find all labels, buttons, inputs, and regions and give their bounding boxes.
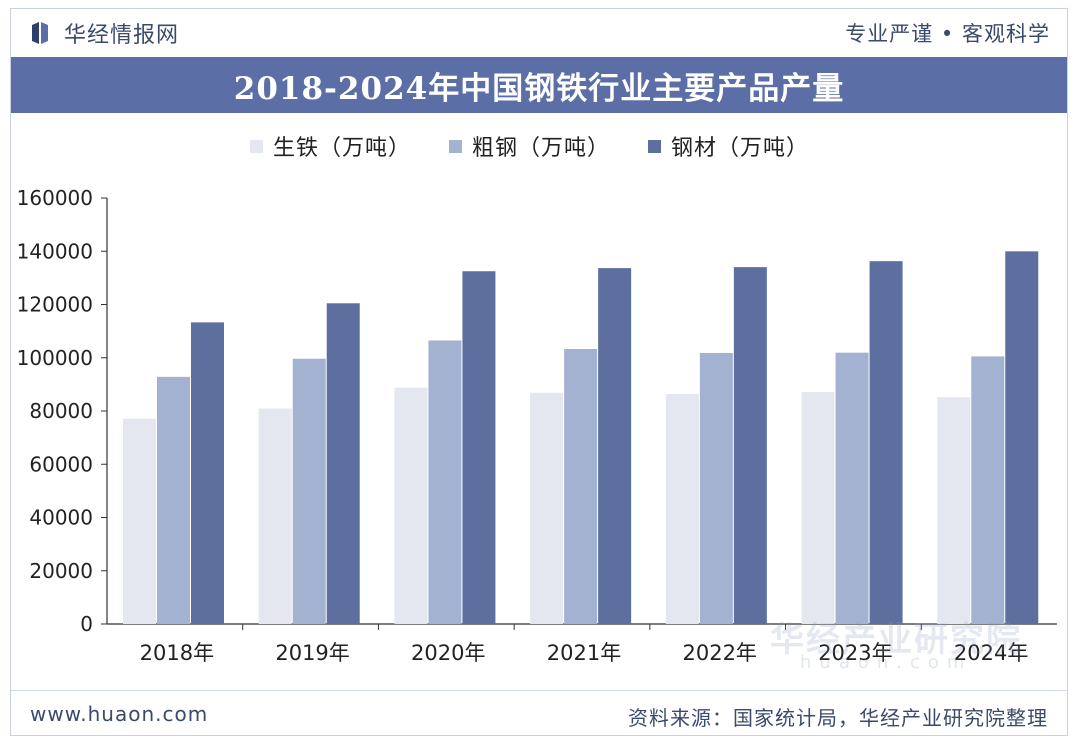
x-tick-label: 2022年 (682, 641, 756, 665)
bar-pig-iron (665, 394, 699, 624)
bar-crude-steel (835, 352, 869, 624)
y-tick-label: 160000 (17, 186, 93, 210)
footer-url: www.huaon.com (30, 702, 209, 726)
x-tick-label: 2023年 (818, 641, 892, 665)
title-band: 2018-2024年中国钢铁行业主要产品产量 (11, 57, 1067, 113)
x-tick-label: 2021年 (547, 641, 621, 665)
bar-crude-steel (292, 358, 326, 624)
chart-title: 2018-2024年中国钢铁行业主要产品产量 (233, 70, 845, 107)
legend-item-crude-steel: 粗钢（万吨） (449, 130, 610, 162)
watermark-sub: huaon.com (800, 652, 973, 673)
bar-steel-products (1005, 251, 1039, 624)
y-tick-label: 120000 (17, 293, 93, 317)
bar-steel-products (191, 322, 224, 624)
bar-pig-iron (394, 387, 428, 624)
brand: 华经情报网 (30, 17, 179, 49)
bar-pig-iron (937, 397, 971, 624)
y-tick-label: 80000 (29, 399, 93, 423)
bar-steel-products (733, 267, 767, 624)
legend-label-steel-products: 钢材（万吨） (671, 136, 810, 161)
y-tick-label: 100000 (17, 346, 93, 370)
bar-pig-iron (530, 392, 564, 624)
header-bar: 华经情报网 专业严谨 • 客观科学 (30, 14, 1050, 52)
bar-crude-steel (564, 349, 598, 624)
watermark: 华经产业研究院 (770, 620, 1022, 660)
legend-swatch-crude-steel (449, 139, 463, 153)
y-tick-label: 140000 (17, 239, 93, 263)
x-tick-label: 2020年 (411, 641, 485, 665)
legend-label-crude-steel: 粗钢（万吨） (472, 136, 611, 161)
legend-item-pig-iron: 生铁（万吨） (250, 130, 411, 162)
bar-steel-products (598, 268, 632, 624)
y-tick-label: 0 (80, 612, 93, 636)
brand-logo-icon (32, 22, 48, 44)
bar-steel-products (869, 261, 903, 624)
bar-steel-products (462, 271, 496, 624)
y-tick-label: 20000 (29, 559, 93, 583)
legend: 生铁（万吨） 粗钢（万吨） 钢材（万吨） (250, 128, 809, 164)
legend-label-pig-iron: 生铁（万吨） (273, 136, 412, 161)
bar-crude-steel (699, 352, 733, 624)
y-tick-label: 60000 (29, 452, 93, 476)
bar-pig-iron (258, 408, 292, 624)
x-tick-label: 2018年 (140, 641, 214, 665)
footer-source: 资料来源：国家统计局，华经产业研究院整理 (628, 706, 1048, 730)
slogan: 专业严谨 • 客观科学 (845, 22, 1050, 46)
bar-pig-iron (123, 418, 156, 624)
y-tick-label: 40000 (29, 506, 93, 530)
bar-crude-steel (157, 376, 190, 624)
bar-pig-iron (801, 392, 835, 624)
legend-item-steel-products: 钢材（万吨） (648, 130, 809, 162)
legend-swatch-pig-iron (250, 139, 263, 153)
legend-swatch-steel-products (648, 139, 662, 153)
x-tick-label: 2024年 (954, 641, 1028, 665)
footer-divider (11, 690, 1067, 691)
brand-name: 华经情报网 (64, 23, 180, 48)
bar-crude-steel (428, 340, 462, 624)
bar-crude-steel (971, 356, 1005, 624)
x-tick-label: 2019年 (275, 641, 349, 665)
chart-frame (10, 8, 1068, 736)
bar-steel-products (326, 303, 360, 624)
